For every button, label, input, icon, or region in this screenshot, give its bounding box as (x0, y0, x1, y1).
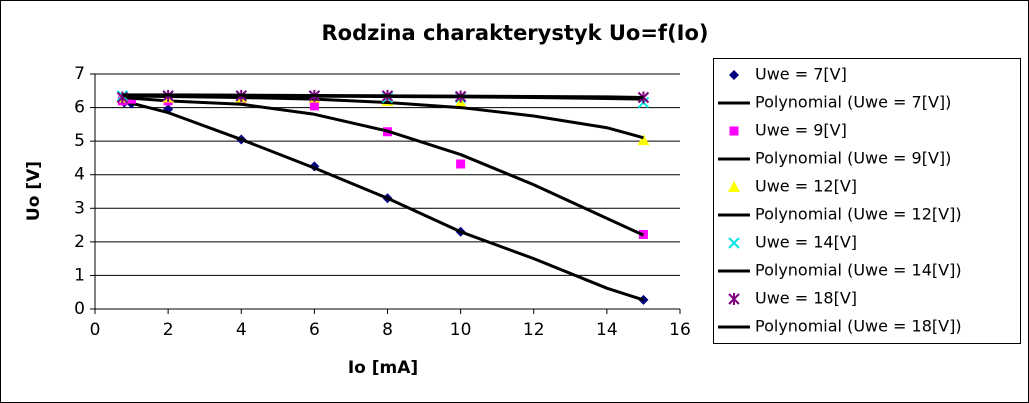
y-tick-label: 3 (74, 198, 85, 218)
x-tick-label: 2 (163, 320, 174, 340)
x-tick-label: 8 (382, 320, 393, 340)
x-tick-label: 0 (90, 320, 101, 340)
y-tick-label: 7 (74, 64, 85, 84)
x-tick-label: 16 (669, 320, 691, 340)
legend-label: Polynomial (Uwe = 12[V]) (755, 205, 962, 224)
y-tick-label: 0 (74, 299, 85, 319)
legend-label: Polynomial (Uwe = 7[V]) (755, 93, 951, 112)
marker (637, 134, 650, 146)
legend-label: Uwe = 12[V] (755, 177, 857, 196)
trendline (122, 99, 644, 302)
marker (309, 101, 319, 111)
y-axis-label: Uo [V] (24, 161, 44, 221)
legend-label: Uwe = 14[V] (755, 233, 857, 252)
legend-label: Polynomial (Uwe = 14[V]) (755, 261, 962, 280)
x-axis-label: Io [mA] (348, 358, 418, 378)
x-tick-label: 12 (523, 320, 545, 340)
legend-marker (729, 126, 739, 136)
legend-label: Polynomial (Uwe = 9[V]) (755, 149, 951, 168)
x-tick-label: 6 (309, 320, 320, 340)
x-tick-label: 10 (450, 320, 472, 340)
marker (456, 159, 466, 169)
y-tick-label: 1 (74, 265, 85, 285)
legend-label: Uwe = 18[V] (755, 289, 857, 308)
y-tick-label: 5 (74, 131, 85, 151)
y-tick-label: 2 (74, 232, 85, 252)
legend-label: Polynomial (Uwe = 18[V]) (755, 317, 962, 336)
trendline (122, 96, 645, 237)
legend-marker (728, 293, 740, 305)
legend-marker (729, 70, 739, 80)
x-tick-label: 14 (596, 320, 618, 340)
chart-title: Rodzina charakterystyk Uo=f(Io) (321, 21, 708, 45)
legend-label: Uwe = 9[V] (755, 121, 847, 140)
trendline (122, 93, 644, 99)
legend-box (713, 58, 1021, 344)
legend-label: Uwe = 7[V] (755, 65, 847, 84)
y-tick-label: 6 (74, 98, 85, 118)
x-tick-label: 4 (236, 320, 247, 340)
legend-marker (728, 237, 740, 249)
marker (637, 91, 650, 104)
y-tick-label: 4 (74, 165, 85, 185)
legend-marker (728, 181, 740, 192)
